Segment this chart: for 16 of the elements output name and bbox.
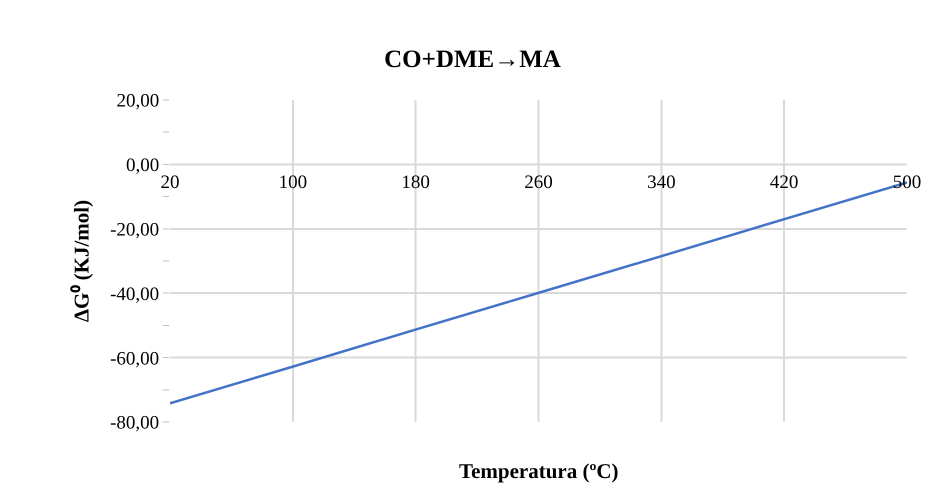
x-tick-label: 340 <box>647 172 676 193</box>
y-tick-label: -20,00 <box>110 219 160 240</box>
y-tick-label: 0,00 <box>126 155 160 176</box>
y-tick-label: -60,00 <box>110 348 160 370</box>
x-tick-label: 500 <box>892 172 922 193</box>
y-axis-title: ΔG⁰ (KJ/mol) <box>69 200 94 322</box>
x-tick-label: 180 <box>401 172 430 193</box>
y-tick-label: -80,00 <box>110 412 160 434</box>
y-tick-label: 20,00 <box>116 90 160 112</box>
x-tick-label: 100 <box>278 172 308 193</box>
x-tick-label: 420 <box>770 172 798 193</box>
chart-title: CO+DME→MA <box>384 46 561 74</box>
y-tick-label: -40,00 <box>110 284 160 305</box>
x-axis-title: Temperatura (ºC) <box>459 459 619 483</box>
x-tick-label: 260 <box>524 172 553 193</box>
x-tick-label: 20 <box>160 172 180 193</box>
